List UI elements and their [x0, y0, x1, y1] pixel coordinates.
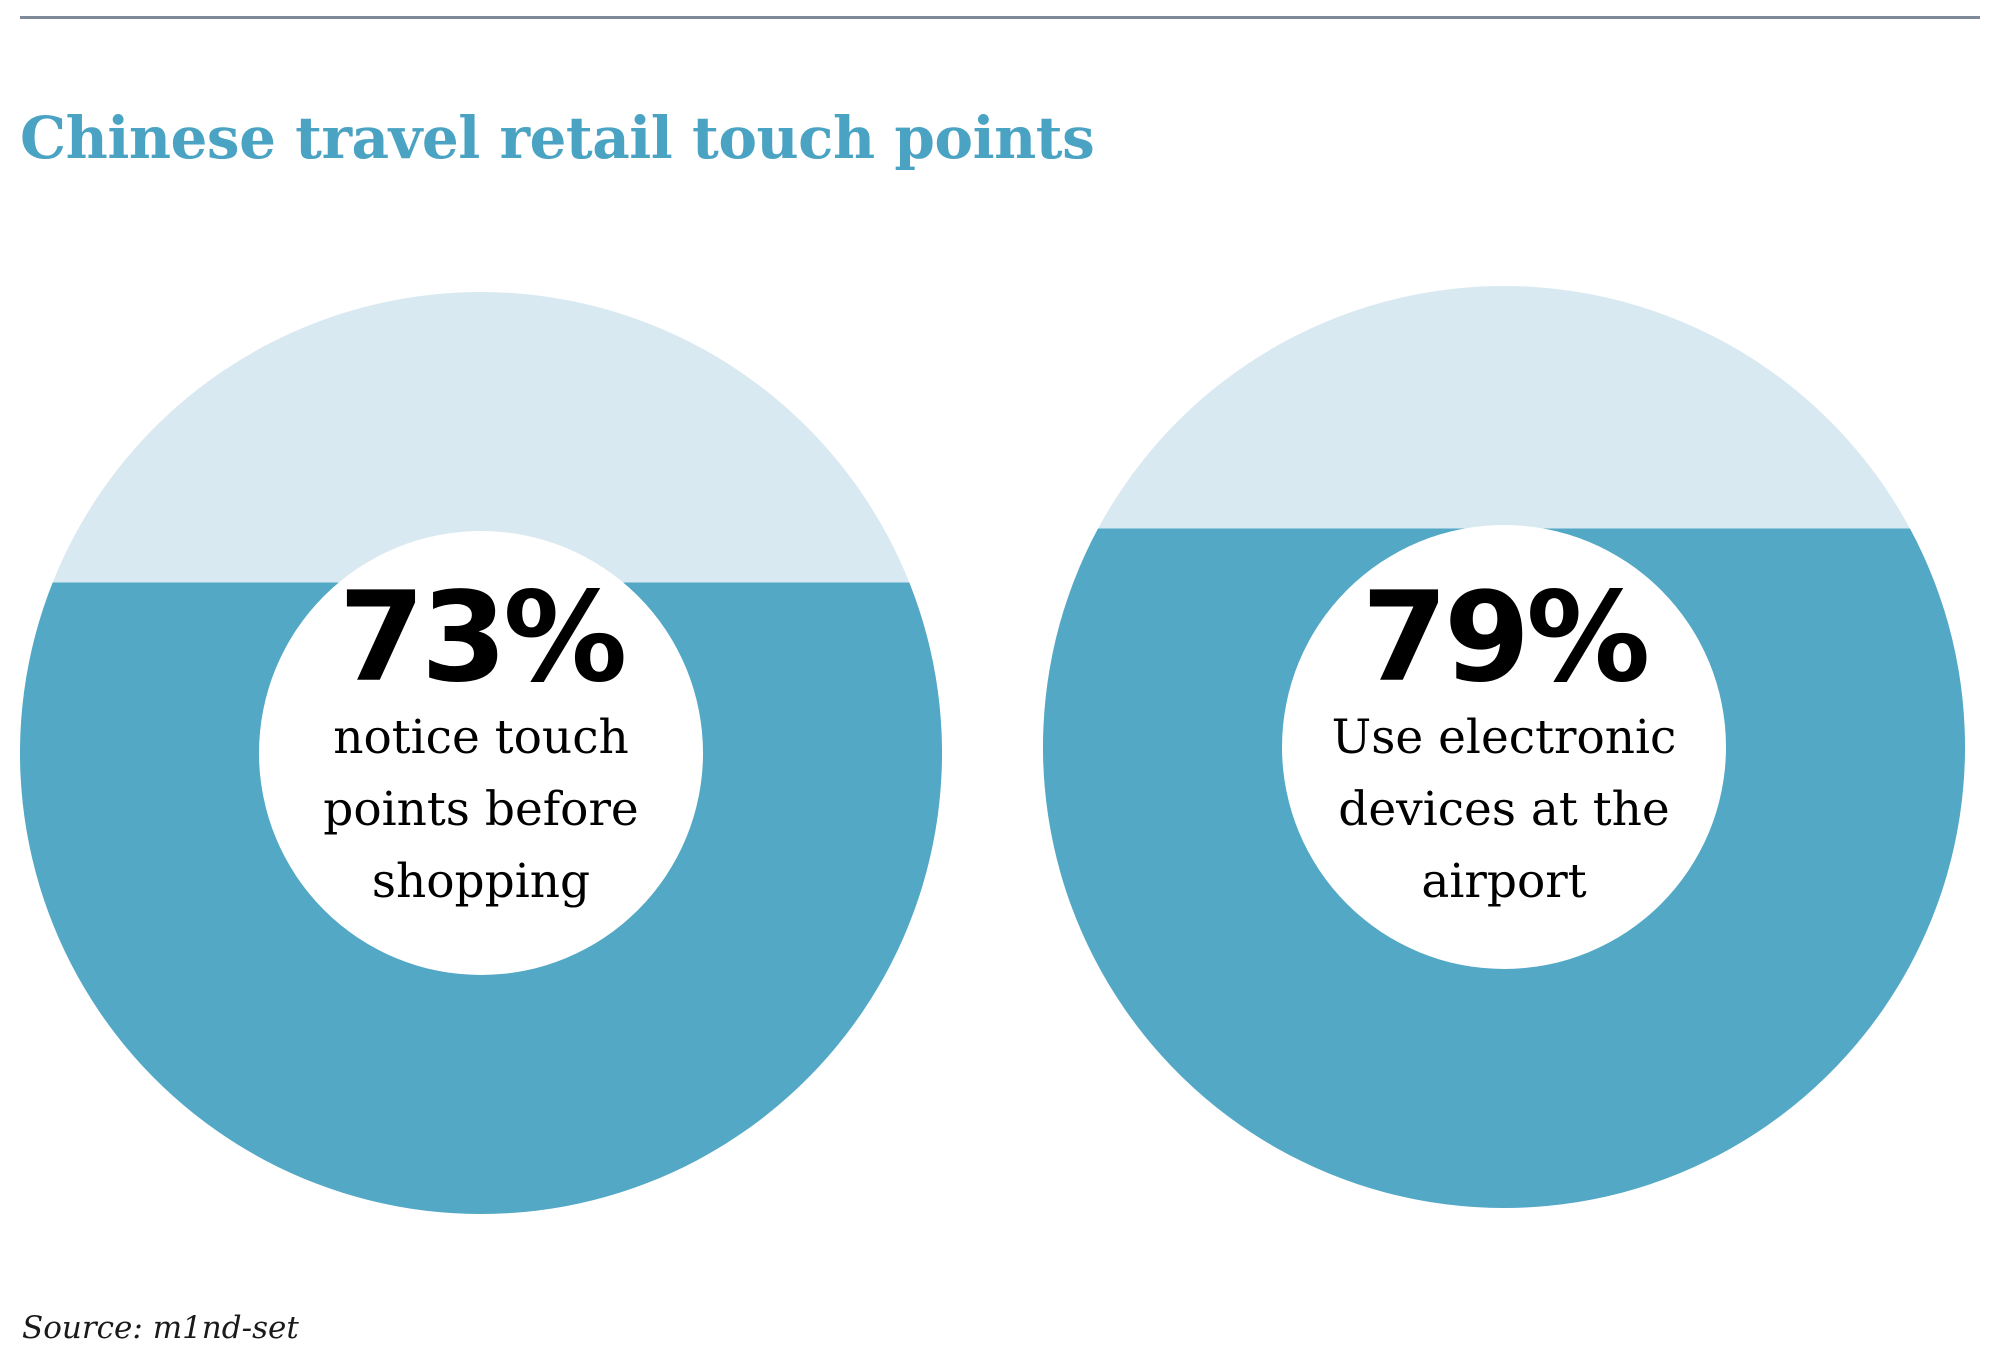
chart-use-electronic-devices [1042, 286, 1966, 1209]
center-label-use-electronic-devices: 79% Use electronic devices at the airpor… [1284, 574, 1724, 918]
center-label-notice-touch-points: 73% notice touch points before shopping [261, 574, 701, 918]
center-hole [259, 531, 703, 975]
chart-title: Chinese travel retail touch points [20, 104, 1095, 172]
description-label: notice touch points before shopping [323, 710, 639, 909]
center-hole [1282, 525, 1726, 969]
source-note: Source: m1nd-set [22, 1310, 299, 1346]
top-rule [20, 16, 1980, 19]
chart-notice-touch-points [19, 292, 943, 1214]
description-label: Use electronic devices at the airport [1331, 710, 1677, 909]
value-label: 73% [338, 566, 628, 710]
value-label: 79% [1361, 566, 1651, 710]
